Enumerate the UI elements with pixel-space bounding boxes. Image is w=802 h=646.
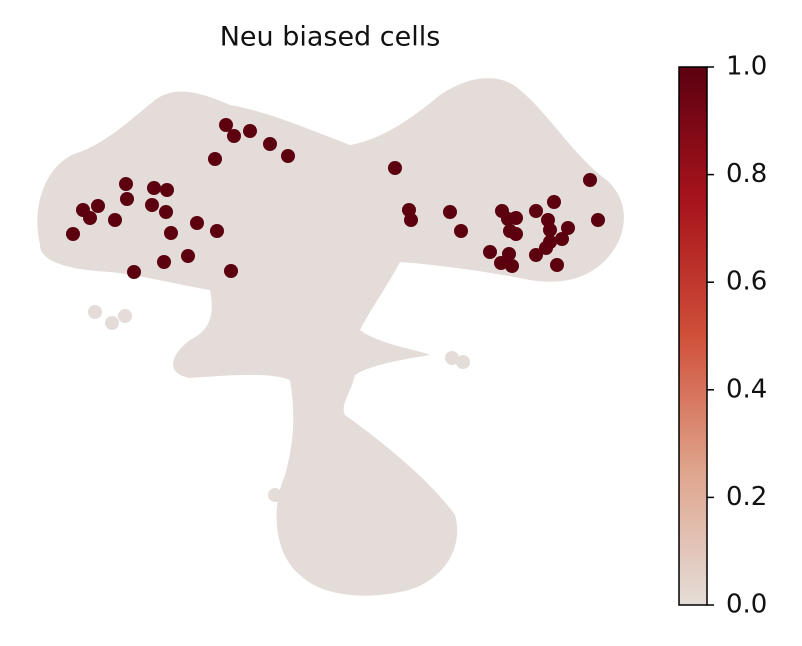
cell-point	[281, 149, 295, 163]
cell-point	[583, 173, 597, 187]
background-cells	[37, 78, 624, 596]
cell-point	[224, 264, 238, 278]
colorbar-tick-label: 0.6	[726, 267, 767, 297]
colorbar-tick-label: 0.0	[726, 590, 767, 620]
cell-point	[505, 259, 519, 273]
cell-point	[227, 129, 241, 143]
cell-point	[509, 211, 523, 225]
cell-point	[66, 227, 80, 241]
cell-point	[529, 204, 543, 218]
cell-point	[243, 124, 257, 138]
cell-point	[539, 241, 553, 255]
cell-point	[208, 152, 222, 166]
cell-cloud	[118, 309, 132, 323]
cell-point	[91, 199, 105, 213]
cell-point	[181, 249, 195, 263]
cell-cloud	[268, 488, 282, 502]
cell-point	[561, 221, 575, 235]
chart-title: Neu biased cells	[220, 22, 441, 53]
cell-point	[263, 137, 277, 151]
cell-point	[494, 256, 508, 270]
cell-point	[157, 255, 171, 269]
cell-point	[120, 192, 134, 206]
cell-point	[550, 258, 564, 272]
cell-point	[509, 227, 523, 241]
cell-point	[555, 232, 569, 246]
cell-point	[454, 224, 468, 238]
cell-point	[219, 118, 233, 132]
cell-point	[443, 205, 457, 219]
cell-point	[404, 213, 418, 227]
cell-point	[529, 248, 543, 262]
cell-cloud	[37, 78, 624, 596]
cell-cloud	[105, 316, 119, 330]
colorbar	[678, 66, 708, 606]
cell-cloud	[445, 351, 459, 365]
cell-point	[483, 245, 497, 259]
cell-point	[388, 161, 402, 175]
cell-point	[147, 181, 161, 195]
cell-point	[160, 183, 174, 197]
colorbar-tick-label: 1.0	[726, 52, 767, 82]
cell-point	[127, 265, 141, 279]
cell-point	[83, 211, 97, 225]
cell-cloud	[88, 305, 102, 319]
cell-point	[108, 213, 122, 227]
cell-point	[164, 226, 178, 240]
cell-point	[547, 195, 561, 209]
colorbar-tick-label: 0.8	[726, 159, 767, 189]
cell-point	[190, 216, 204, 230]
cell-point	[502, 247, 516, 261]
cell-point	[210, 224, 224, 238]
cell-point	[543, 223, 557, 237]
cell-point	[591, 213, 605, 227]
colorbar-tick-label: 0.4	[726, 374, 767, 404]
cell-cloud	[456, 355, 470, 369]
colorbar-tick-label: 0.2	[726, 482, 767, 512]
cell-point	[159, 205, 173, 219]
cell-point	[119, 177, 133, 191]
cell-point	[145, 198, 159, 212]
